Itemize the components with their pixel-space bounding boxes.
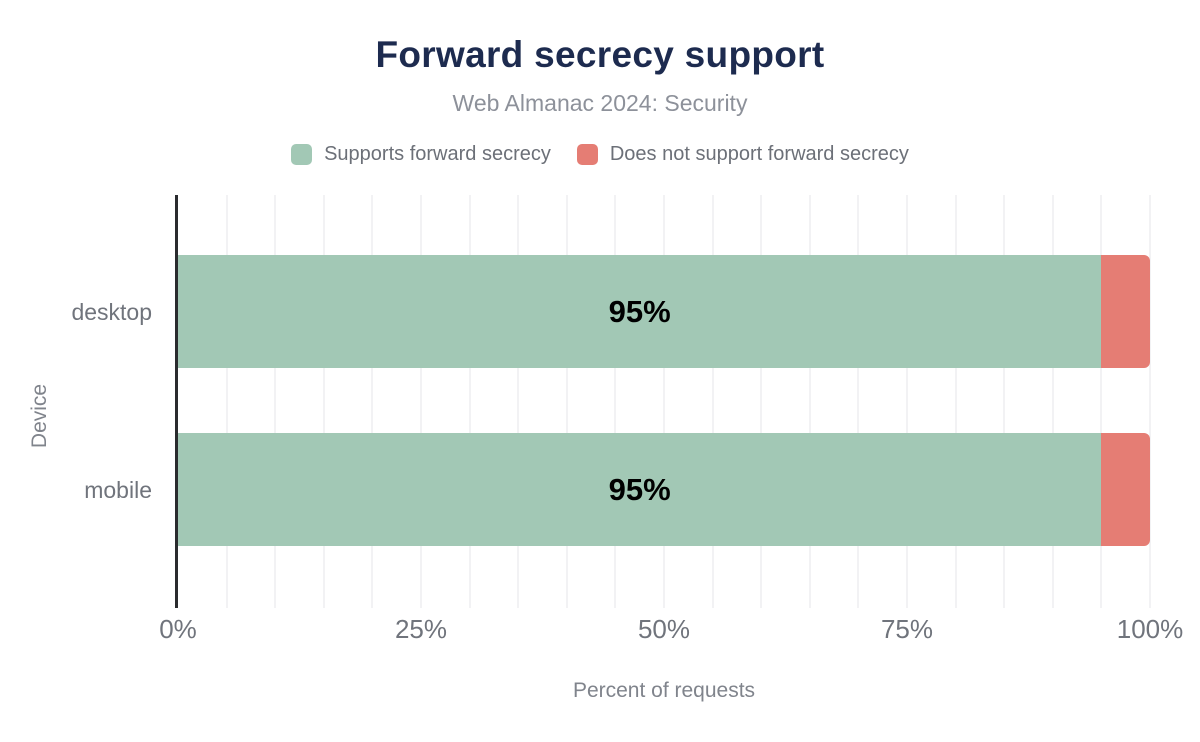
category-label-mobile: mobile xyxy=(84,476,152,503)
legend: Supports forward secrecy Does not suppor… xyxy=(0,143,1200,166)
chart-title: Forward secrecy support xyxy=(375,34,825,75)
x-tick-label-25: 25% xyxy=(394,614,448,644)
gridline-80pct xyxy=(954,195,957,608)
legend-swatch-red-icon xyxy=(576,144,598,165)
bar-mobile-does-not-support-segment[interactable] xyxy=(1101,433,1150,546)
gridline-20pct xyxy=(371,195,374,608)
gridline-90pct xyxy=(1051,195,1054,608)
bar-mobile-supports-segment[interactable]: 95% xyxy=(178,433,1102,546)
gridline-65pct xyxy=(808,195,811,608)
gridline-55pct xyxy=(711,195,714,608)
gridline-35pct xyxy=(517,195,520,608)
gridline-45pct xyxy=(614,195,617,608)
gridline-40pct xyxy=(565,195,568,608)
gridline-30pct xyxy=(468,195,471,608)
x-axis-title: Percent of requests xyxy=(572,679,756,702)
legend-item-supports-forward-secrecy[interactable]: Supports forward secrecy xyxy=(291,143,551,166)
gridline-15pct xyxy=(322,195,325,608)
legend-label-supports-forward-secrecy: Supports forward secrecy xyxy=(324,143,551,165)
gridline-95pct xyxy=(1100,195,1103,608)
gridline-50pct xyxy=(663,195,665,608)
legend-label-does-not-support-forward-secrecy: Does not support forward secrecy xyxy=(609,143,909,165)
chart-subtitle: Web Almanac 2024: Security xyxy=(452,90,748,116)
x-tick-label-50: 50% xyxy=(637,614,691,644)
gridline-10pct xyxy=(274,195,277,608)
gridline-60pct xyxy=(760,195,763,608)
x-tick-label-100: 100% xyxy=(1116,614,1184,644)
gridline-70pct xyxy=(857,195,860,608)
legend-swatch-green-icon xyxy=(291,144,313,165)
gridline-100pct xyxy=(1149,195,1151,608)
gridline-25pct xyxy=(420,195,422,608)
bar-desktop-does-not-support-segment[interactable] xyxy=(1101,255,1150,368)
plot-area: 95% 95% xyxy=(175,195,1151,608)
bar-desktop-value-label: 95% xyxy=(608,293,671,329)
x-tick-label-75: 75% xyxy=(880,614,934,644)
gridline-5pct xyxy=(225,195,228,608)
y-axis-title: Device xyxy=(28,383,51,449)
category-label-desktop: desktop xyxy=(71,298,152,325)
bar-desktop-supports-segment[interactable]: 95% xyxy=(178,255,1102,368)
legend-item-does-not-support-forward-secrecy[interactable]: Does not support forward secrecy xyxy=(576,143,909,166)
bar-mobile-value-label: 95% xyxy=(608,471,671,507)
gridline-85pct xyxy=(1003,195,1006,608)
gridline-75pct xyxy=(906,195,908,608)
y-axis-line xyxy=(175,195,178,608)
x-tick-label-0: 0% xyxy=(159,614,197,644)
